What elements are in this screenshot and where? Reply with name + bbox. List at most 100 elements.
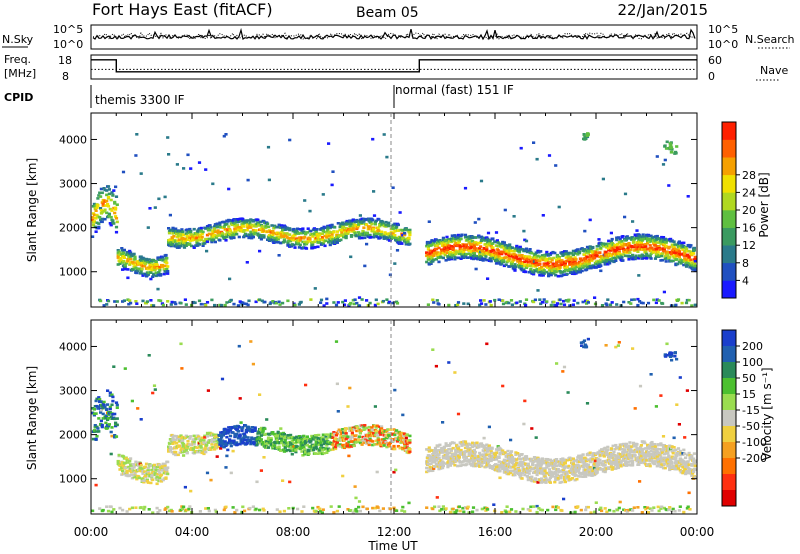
velocity-echo-cell <box>285 444 289 448</box>
power-echo-cell <box>198 233 202 237</box>
power-echo-cell <box>637 239 641 242</box>
power-echo-cell <box>91 235 95 238</box>
velocity-echo-cell <box>167 448 171 451</box>
power-echo-cell <box>443 253 447 257</box>
velocity-echo-cell <box>329 432 333 436</box>
power-echo-cell <box>530 265 534 268</box>
power-echo-cell <box>305 241 309 244</box>
date-title: 22/Jan/2015 <box>618 1 709 19</box>
power-echo-cell <box>167 241 172 244</box>
power-echo-cell <box>661 237 665 241</box>
velocity-echo-cell <box>217 438 221 441</box>
power-echo-cell <box>296 241 301 245</box>
power-echo-cell <box>342 225 346 229</box>
power-echo-cell <box>375 235 379 239</box>
power-echo-cell <box>382 224 386 228</box>
power-nearrange-cell <box>540 301 544 304</box>
power-nearrange-cell <box>655 298 659 301</box>
power-echo-cell <box>663 255 667 258</box>
velocity-echo-cell <box>318 449 322 452</box>
velocity-echo-cell <box>336 444 340 447</box>
power-scatter-cell <box>391 186 395 189</box>
power-nearrange-cell <box>105 303 109 306</box>
power-echo-cell <box>664 244 668 248</box>
velocity-echo-cell <box>313 452 317 455</box>
velocity-echo-cell <box>155 465 159 469</box>
velocity-echo-cell <box>238 442 242 446</box>
power-echo-cell <box>574 263 578 267</box>
power-echo-cell <box>428 257 432 261</box>
velocity-echo-cell <box>178 451 182 454</box>
power-nearrange-cell <box>271 300 275 303</box>
velocity-echo-cell <box>395 438 399 441</box>
power-echo-cell <box>673 256 677 260</box>
velocity-echo-cell <box>292 449 296 452</box>
power-scatter-cell <box>388 273 392 277</box>
power-echo-cell <box>373 222 377 226</box>
power-echo-cell <box>426 248 430 251</box>
power-echo-cell <box>347 230 351 233</box>
power-echo-cell <box>232 233 236 237</box>
velocity-echo-cell <box>357 427 362 431</box>
power-echo-cell <box>615 252 619 256</box>
power-nearrange-cell <box>567 298 571 302</box>
power-echo-cell <box>167 231 172 235</box>
power-echo-cell <box>205 238 209 242</box>
power-nearrange-cell <box>562 299 566 303</box>
power-echo-cell <box>624 238 628 242</box>
velocity-echo-cell <box>175 434 179 438</box>
power-echo-cell <box>503 256 507 259</box>
power-scatter-cell <box>167 153 171 156</box>
power-echo-cell <box>105 189 109 192</box>
power-nearrange-cell <box>161 303 165 307</box>
power-nearrange-cell <box>524 298 529 301</box>
velocity-echo-cell <box>333 439 337 443</box>
power-echo-cell <box>344 234 348 238</box>
velocity-echo-cell <box>137 475 141 478</box>
power-echo-cell <box>380 233 385 237</box>
power-nearrange-cell <box>509 299 514 302</box>
velocity-echo-cell <box>280 437 284 440</box>
power-echo-cell <box>180 240 184 243</box>
power-echo-cell <box>144 262 148 266</box>
power-echo-cell <box>170 238 174 242</box>
power-echo-cell <box>272 227 276 230</box>
power-echo-cell <box>289 244 293 248</box>
velocity-echo-cell <box>111 413 115 416</box>
power-echo-cell <box>509 254 513 258</box>
velocity-echo-cell <box>363 424 367 427</box>
power-nearrange-cell <box>368 301 372 305</box>
power-nearrange-cell <box>213 303 217 307</box>
power-echo-cell <box>517 247 521 250</box>
velocity-echo-cell <box>164 476 168 479</box>
power-echo-cell <box>248 221 252 224</box>
power-nearrange-cell <box>610 301 614 304</box>
power-echo-cell <box>642 256 646 260</box>
power-nearrange-cell <box>680 301 684 305</box>
power-echo-cell <box>517 254 522 257</box>
velocity-echo-cell <box>317 437 321 441</box>
power-echo-cell <box>560 252 564 255</box>
power-echo-cell <box>289 239 293 243</box>
power-echo-cell <box>501 242 505 246</box>
power-echo-cell <box>157 273 161 277</box>
power-echo-cell <box>93 204 97 208</box>
power-patch-cell <box>586 132 590 135</box>
power-echo-cell <box>503 248 507 252</box>
power-echo-cell <box>426 256 430 259</box>
power-echo-cell <box>199 238 203 242</box>
velocity-echo-cell <box>249 439 253 442</box>
power-echo-cell <box>380 223 384 227</box>
power-echo-cell <box>405 238 409 242</box>
power-echo-cell <box>379 236 383 239</box>
velocity-nearrange-cell <box>358 509 362 513</box>
power-nearrange-cell <box>244 302 248 306</box>
power-echo-cell <box>448 247 453 250</box>
power-echo-cell <box>545 250 549 254</box>
velocity-echo-cell <box>432 450 436 454</box>
power-echo-cell <box>489 244 493 248</box>
velocity-echo-cell <box>186 445 190 448</box>
power-echo-cell <box>112 206 116 210</box>
velocity-echo-cell <box>137 476 141 480</box>
power-echo-cell <box>346 222 350 226</box>
